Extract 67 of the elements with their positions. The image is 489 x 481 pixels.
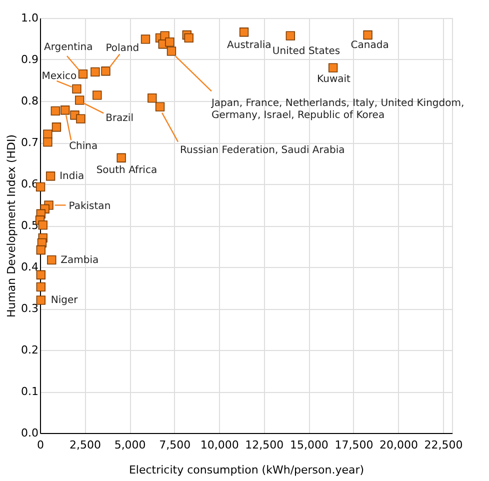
point: [148, 94, 157, 103]
point: [47, 255, 56, 265]
annotation: Poland: [106, 43, 140, 54]
point: [72, 84, 82, 94]
y-tick-label: 0.1: [21, 385, 38, 398]
point: [92, 90, 102, 100]
point: [90, 67, 100, 77]
x-tick-label: 20,000: [380, 438, 418, 452]
point: [166, 46, 176, 56]
x-tick-label: 15,000: [290, 438, 328, 452]
annotation: Mexico: [42, 70, 77, 82]
annotation: Niger: [50, 295, 79, 306]
x-tick-label: 17,500: [334, 438, 374, 452]
y-tick-label: 0.9: [21, 53, 38, 66]
annotation: South Africa: [96, 164, 158, 176]
point: [78, 69, 88, 79]
point: [116, 153, 126, 162]
point: [75, 96, 84, 105]
annotation: Brazil: [106, 113, 134, 124]
point: [36, 282, 46, 292]
annotation: Zambia: [60, 254, 99, 266]
y-tick-label: 0.0: [21, 426, 38, 440]
point: [286, 31, 296, 40]
point: [239, 28, 249, 37]
annotation: Pakistan: [68, 201, 111, 212]
point: [184, 33, 194, 43]
x-tick-label: 7,500: [159, 438, 191, 452]
point: [76, 114, 86, 124]
point: [36, 296, 46, 305]
annotation: United States: [272, 46, 340, 57]
y-tick-label: 0.3: [21, 302, 38, 315]
y-tick-label: 1.0: [21, 12, 38, 24]
y-tick-label: 0.7: [21, 136, 38, 149]
point: [328, 63, 338, 72]
point: [50, 106, 60, 116]
y-tick-label: 0.4: [21, 260, 38, 274]
point: [43, 130, 52, 139]
x-axis-title: Electricity consumption (kWh/person.year): [128, 464, 364, 476]
y-axis-title: Human Development Index (HDI): [5, 134, 18, 318]
annotation: Kuwait: [317, 74, 351, 85]
point: [363, 30, 372, 40]
point: [165, 37, 174, 47]
point: [43, 138, 52, 147]
annotation: Russian Federation, Saudi Arabia: [180, 144, 345, 156]
point: [101, 66, 110, 76]
annotation: Canada: [350, 40, 389, 52]
annotation: China: [69, 141, 98, 152]
point: [52, 122, 62, 132]
annotation: Australia: [227, 40, 272, 52]
x-tick-label: 2,500: [70, 438, 102, 452]
x-tick-label: 0: [37, 438, 44, 452]
point: [46, 172, 56, 181]
x-tick-label: 5,000: [114, 438, 146, 452]
point: [38, 220, 48, 230]
x-tick-label: 10,000: [200, 438, 239, 452]
x-tick-label: 12,500: [245, 438, 284, 452]
point: [36, 270, 46, 280]
point: [155, 102, 165, 112]
y-tick-label: 0.2: [21, 344, 38, 356]
point: [60, 106, 70, 115]
annotation: India: [60, 171, 84, 182]
annotation: Japan, France, Netherlands, Italy, United Kingdom, Germany, Israel, Republic of Korea: [210, 98, 464, 122]
point: [140, 34, 150, 44]
point: [36, 245, 46, 255]
y-tick-label: 0.8: [21, 94, 38, 108]
annotation: Argentina: [44, 42, 93, 54]
x-tick-label: 22,500: [424, 438, 463, 452]
